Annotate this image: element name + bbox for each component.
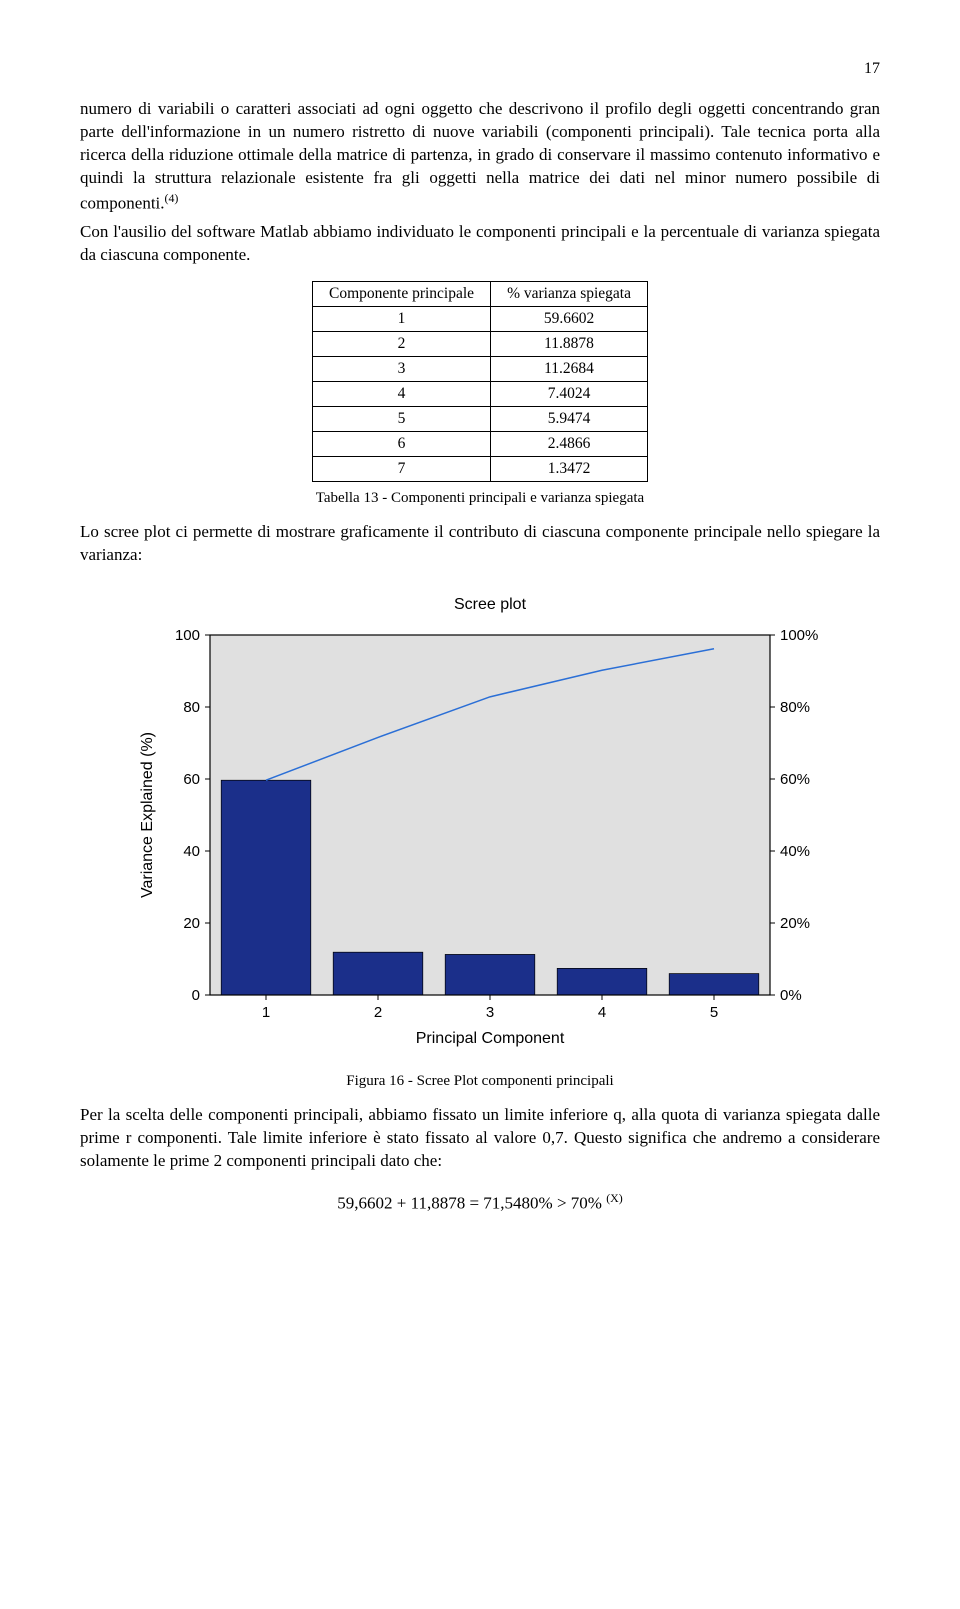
- table-caption: Tabella 13 - Componenti principali e var…: [80, 490, 880, 507]
- svg-text:40: 40: [183, 843, 200, 860]
- table-cell: 1: [313, 307, 491, 332]
- svg-text:Principal Component: Principal Component: [416, 1030, 565, 1047]
- svg-text:80: 80: [183, 699, 200, 716]
- table-cell: 7.4024: [491, 382, 648, 407]
- footnote-ref-4: (4): [165, 191, 179, 205]
- table-cell: 6: [313, 432, 491, 457]
- paragraph-1: numero di variabili o caratteri associat…: [80, 98, 880, 215]
- paragraph-2: Lo scree plot ci permette di mostrare gr…: [80, 521, 880, 567]
- table-row: 55.9474: [313, 407, 648, 432]
- table-header-2: % varianza spiegata: [491, 282, 648, 307]
- variance-table: Componente principale % varianza spiegat…: [312, 281, 648, 482]
- svg-text:1: 1: [262, 1004, 270, 1021]
- svg-text:60: 60: [183, 771, 200, 788]
- table-row: 47.4024: [313, 382, 648, 407]
- paragraph-1-text: numero di variabili o caratteri associat…: [80, 99, 880, 212]
- svg-text:100%: 100%: [780, 627, 818, 644]
- table-cell: 7: [313, 457, 491, 482]
- table-cell: 59.6602: [491, 307, 648, 332]
- table-cell: 11.8878: [491, 332, 648, 357]
- paragraph-1b: Con l'ausilio del software Matlab abbiam…: [80, 221, 880, 267]
- table-row: 71.3472: [313, 457, 648, 482]
- table-row: 159.6602: [313, 307, 648, 332]
- svg-text:4: 4: [598, 1004, 606, 1021]
- table-cell: 4: [313, 382, 491, 407]
- table-row: 211.8878: [313, 332, 648, 357]
- table-cell: 11.2684: [491, 357, 648, 382]
- svg-text:5: 5: [710, 1004, 718, 1021]
- table-cell: 2: [313, 332, 491, 357]
- svg-text:20%: 20%: [780, 915, 810, 932]
- svg-text:100: 100: [175, 627, 200, 644]
- equation: 59,6602 + 11,8878 = 71,5480% > 70% (X): [80, 1191, 880, 1214]
- svg-text:Variance Explained (%): Variance Explained (%): [139, 732, 156, 898]
- table-row: 311.2684: [313, 357, 648, 382]
- svg-text:60%: 60%: [780, 771, 810, 788]
- svg-text:Scree plot: Scree plot: [454, 596, 527, 613]
- table-cell: 5.9474: [491, 407, 648, 432]
- equation-superscript: (X): [606, 1191, 623, 1205]
- svg-text:3: 3: [486, 1004, 494, 1021]
- table-cell: 5: [313, 407, 491, 432]
- table-cell: 1.3472: [491, 457, 648, 482]
- scree-plot-chart: Scree plot 0 20 40 60 80 100 0% 20% 40% 60% 80% 100%…: [130, 585, 830, 1065]
- table-cell: 3: [313, 357, 491, 382]
- svg-text:20: 20: [183, 915, 200, 932]
- table-row: 62.4866: [313, 432, 648, 457]
- table-header-1: Componente principale: [313, 282, 491, 307]
- page-number: 17: [80, 60, 880, 78]
- equation-text: 59,6602 + 11,8878 = 71,5480% > 70%: [337, 1194, 602, 1213]
- svg-text:80%: 80%: [780, 699, 810, 716]
- figure-caption: Figura 16 - Scree Plot componenti princi…: [80, 1073, 880, 1090]
- paragraph-3: Per la scelta delle componenti principal…: [80, 1104, 880, 1173]
- table-cell: 2.4866: [491, 432, 648, 457]
- svg-text:2: 2: [374, 1004, 382, 1021]
- svg-text:0%: 0%: [780, 987, 802, 1004]
- svg-text:0: 0: [192, 987, 200, 1004]
- svg-text:40%: 40%: [780, 843, 810, 860]
